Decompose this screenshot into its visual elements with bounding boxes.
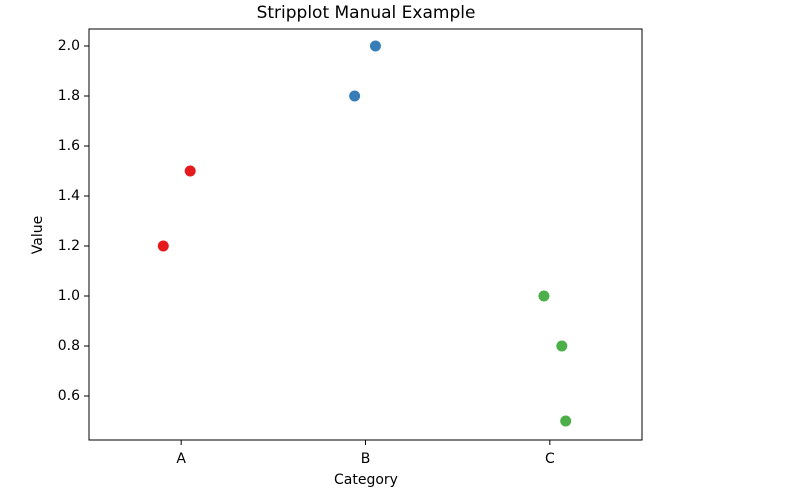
point [157,240,169,252]
chart-title: Stripplot Manual Example [257,3,476,23]
y-tick-label: 2.0 [58,38,80,54]
point [560,415,572,427]
x-tick-label: C [545,451,555,467]
y-tick-label: 1.2 [58,238,80,254]
point [349,90,361,102]
y-tick-label: 1.8 [58,88,80,104]
y-tick-label: 0.8 [58,338,80,354]
y-axis-label: Value [30,216,46,254]
point [184,165,196,177]
x-axis-label: Category [334,472,398,488]
y-tick-label: 0.6 [58,388,80,404]
y-tick-label: 1.6 [58,138,80,154]
y-tick-label: 1.0 [58,288,80,304]
plot-frame [88,28,643,441]
x-tick-label: B [361,451,371,467]
x-tick-label: A [176,451,186,467]
y-tick-label: 1.4 [58,188,80,204]
point [556,340,568,352]
point [538,290,550,302]
point [369,40,381,52]
